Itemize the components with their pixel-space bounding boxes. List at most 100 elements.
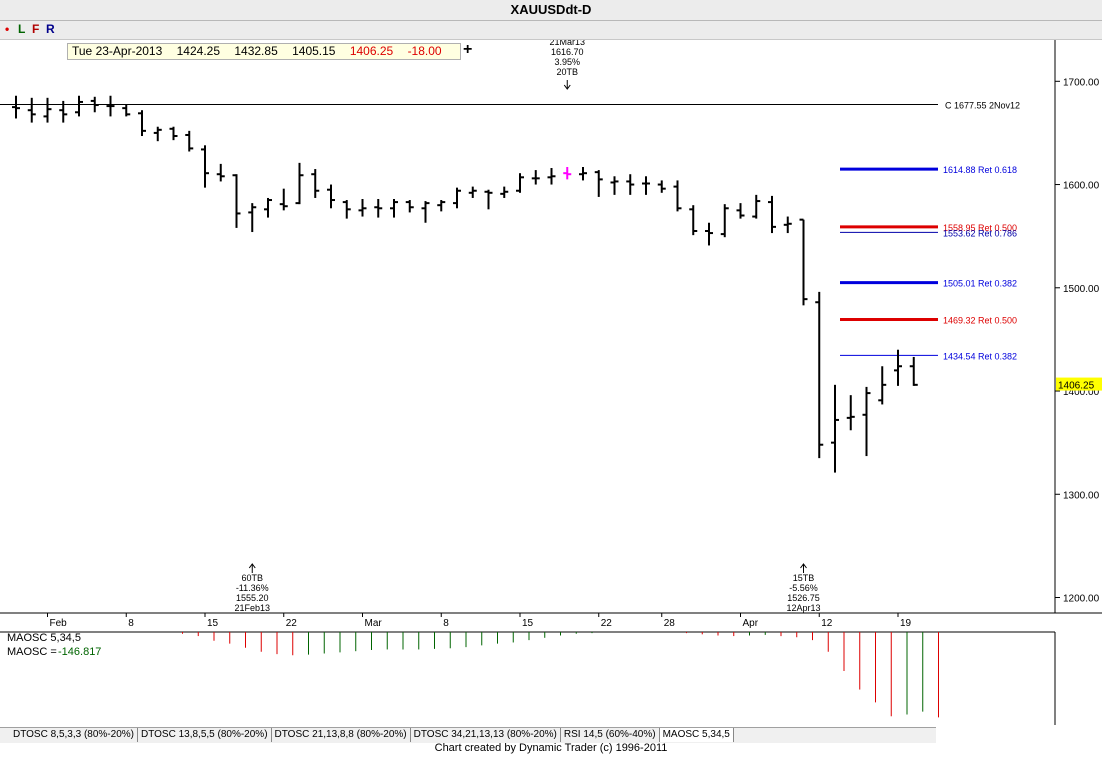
ohlc-bar: [862, 386, 871, 457]
ohlc-bar: [642, 176, 650, 195]
ohlc-bar: [232, 174, 241, 228]
retracement-label: 1505.01 Ret 0.382: [943, 279, 1017, 289]
ohlc-bar: [153, 126, 162, 142]
ohlc-bar: [657, 180, 666, 193]
quote-high: 1432.85: [234, 44, 278, 58]
quote-date: Tue 23-Apr-2013: [72, 44, 163, 58]
annotation-text: -5.56%: [789, 583, 818, 593]
ohlc-bar: [579, 166, 587, 181]
quote-open: 1424.25: [176, 44, 221, 58]
x-tick-label: 15: [522, 618, 534, 629]
ohlc-bar: [846, 395, 855, 431]
indicator-value: -146.817: [58, 646, 101, 658]
ohlc-bar: [327, 184, 335, 209]
ohlc-bar: [185, 130, 194, 152]
ohlc-bar: [500, 186, 509, 198]
ohlc-bar: [673, 180, 682, 212]
ohlc-bar: [705, 222, 713, 246]
y-tick-label: 1700.00: [1063, 77, 1100, 88]
quote-box: Tue 23-Apr-2013 1424.25 1432.85 1405.15 …: [67, 43, 461, 60]
ohlc-bar: [720, 204, 729, 238]
ohlc-bar: [689, 205, 698, 236]
ohlc-bar: [295, 162, 304, 205]
ohlc-bar: [768, 195, 776, 234]
ohlc-bar: [27, 97, 36, 123]
ohlc-bar: [894, 349, 902, 386]
ohlc-bar: [12, 95, 20, 119]
ohlc-bar: [311, 169, 320, 198]
ohlc-bar: [563, 166, 572, 180]
retracement-label: 1614.88 Ret 0.618: [943, 165, 1017, 175]
ohlc-bar: [531, 170, 540, 185]
f-button[interactable]: F: [32, 22, 40, 36]
x-tick-label: 22: [601, 618, 613, 629]
annotation-text: 60TB: [241, 573, 263, 583]
indicator-value-label: MAOSC =: [7, 646, 57, 658]
ohlc-bar: [248, 203, 257, 233]
ohlc-bar: [264, 197, 272, 218]
x-tick-label: Feb: [50, 618, 68, 629]
annotation-text: 15TB: [793, 573, 815, 583]
r-button[interactable]: R: [46, 22, 55, 36]
tab-dtosc-21[interactable]: DTOSC 21,13,8,8 (80%-20%): [272, 728, 411, 742]
ohlc-bar: [358, 198, 367, 217]
retracement-label: 1558.95 Ret 0.500: [943, 223, 1017, 233]
add-button[interactable]: +: [463, 41, 473, 58]
quote-change: -18.00: [407, 44, 442, 58]
tab-dtosc-8[interactable]: DTOSC 8,5,3,3 (80%-20%): [10, 728, 138, 742]
y-tick-label: 1600.00: [1063, 181, 1100, 192]
annotation-text: 1616.70: [551, 47, 584, 57]
title-bar: XAUUSDdt-D: [0, 0, 1102, 21]
ohlc-bar: [59, 100, 68, 123]
x-tick-label: 15: [207, 618, 219, 629]
annotation-text: 21Mar13: [549, 40, 585, 47]
tab-dtosc-13[interactable]: DTOSC 13,8,5,5 (80%-20%): [138, 728, 272, 742]
ohlc-bar: [736, 203, 745, 219]
x-tick-label: 8: [443, 618, 449, 629]
x-tick-label: Apr: [743, 618, 759, 629]
y-tick-label: 1400.00: [1063, 387, 1100, 398]
ohlc-bar: [610, 176, 619, 195]
tab-maosc[interactable]: MAOSC 5,34,5: [659, 728, 734, 742]
annotation-text: -11.36%: [236, 583, 269, 593]
price-chart[interactable]: 1700.00 1600.00 1500.00 1400.00 1300.00 1200.…: [0, 40, 1102, 727]
ohlc-bar: [201, 145, 209, 188]
ohlc-bar: [783, 216, 792, 234]
ohlc-bar: [752, 194, 761, 219]
toolbar: • L F R Tue 23-Apr-2013 1424.25 1432.85 …: [0, 21, 1102, 60]
ohlc-bar: [547, 168, 556, 185]
quote-low: 1405.15: [292, 44, 336, 58]
ohlc-bar: [216, 163, 225, 182]
tab-rsi[interactable]: RSI 14,5 (60%-40%): [561, 728, 660, 742]
y-tick-label: 1300.00: [1063, 490, 1100, 501]
ohlc-bar: [909, 356, 918, 386]
tab-dtosc-34[interactable]: DTOSC 34,21,13,13 (80%-20%): [411, 728, 561, 742]
ohlc-bar: [626, 174, 635, 195]
ohlc-bar: [75, 95, 83, 117]
ohlc-bar: [799, 218, 808, 306]
annotation-arrowhead: [248, 563, 256, 569]
ohlc-bar: [342, 200, 351, 219]
annotation-text: 20TB: [556, 67, 578, 77]
resistance-label: C 1677.55 2Nov12: [945, 100, 1020, 110]
ohlc-bar: [516, 173, 524, 193]
y-tick-label: 1200.00: [1063, 594, 1100, 605]
ohlc-bar: [106, 95, 115, 117]
ohlc-bar: [437, 200, 446, 212]
x-tick-label: 8: [128, 618, 134, 629]
quote-close: 1406.25: [349, 44, 394, 58]
annotation-text: 1555.20: [236, 593, 269, 603]
dot-button[interactable]: •: [5, 22, 10, 36]
ohlc-bar: [831, 384, 839, 473]
ohlc-bar: [90, 96, 99, 113]
annotation-arrowhead: [563, 84, 571, 90]
ohlc-bar: [405, 200, 414, 213]
x-tick-label: Mar: [365, 618, 383, 629]
annotation-arrowhead: [800, 563, 807, 569]
annotation-text: 12Apr13: [786, 603, 820, 613]
x-tick-label: 28: [664, 618, 676, 629]
annotation-text: 1526.75: [787, 593, 820, 603]
l-button[interactable]: L: [18, 22, 26, 36]
last-price-box: [1056, 377, 1102, 391]
ohlc-bar: [815, 291, 824, 459]
